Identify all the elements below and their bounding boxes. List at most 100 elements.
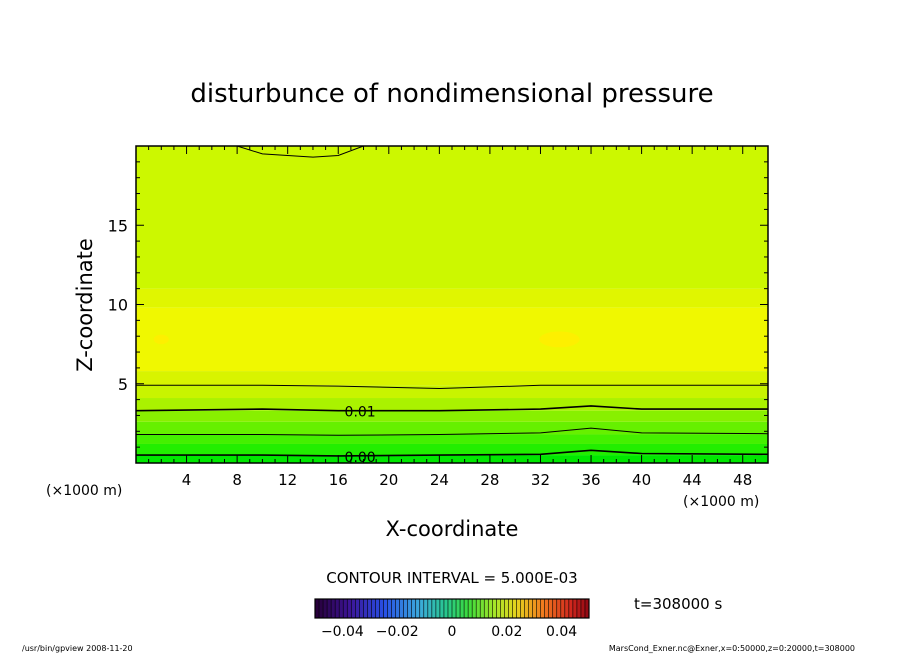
colorbar-swatch bbox=[367, 599, 372, 618]
colorbar-swatch bbox=[460, 599, 465, 618]
colorbar-swatch bbox=[564, 599, 570, 618]
colorbar-swatch bbox=[548, 599, 554, 618]
colorbar-swatch bbox=[435, 599, 441, 618]
y-axis-ticks: 5 10 15 bbox=[108, 145, 768, 464]
x-tick-label: 40 bbox=[632, 471, 651, 489]
colorbar-swatch bbox=[391, 599, 396, 618]
colorbar-swatch bbox=[540, 599, 545, 618]
y-tick-label: 5 bbox=[118, 375, 128, 394]
colorbar-swatch bbox=[496, 599, 501, 618]
band-1 bbox=[136, 443, 768, 456]
colorbar-swatch bbox=[315, 599, 320, 618]
colorbar-swatch bbox=[319, 599, 324, 618]
band-2 bbox=[136, 434, 768, 444]
footer-left: /usr/bin/gpview 2008-11-20 bbox=[22, 644, 133, 653]
colorbar-swatch bbox=[568, 599, 574, 618]
band-6 bbox=[136, 385, 768, 399]
chart-title: disturbunce of nondimensional pressure bbox=[190, 79, 713, 109]
colorbar-swatch bbox=[427, 599, 433, 618]
band-9 bbox=[136, 288, 768, 308]
y-tick-label: 10 bbox=[108, 296, 128, 315]
colorbar-swatch bbox=[415, 599, 421, 618]
contour-line-3 bbox=[136, 384, 768, 390]
colorbar-tick-label: 0.04 bbox=[546, 624, 577, 640]
colorbar-swatch bbox=[544, 599, 550, 618]
colorbar bbox=[314, 598, 590, 619]
colorbar-swatch bbox=[560, 599, 566, 618]
colorbar-swatch bbox=[580, 599, 586, 618]
colorbar-swatch bbox=[351, 599, 356, 618]
colorbar-swatch bbox=[508, 599, 513, 618]
colorbar-ticks: −0.04 −0.02 0 0.02 0.04 bbox=[321, 624, 577, 640]
band-10 bbox=[136, 146, 768, 289]
x-axis-label: X-coordinate bbox=[386, 517, 519, 541]
colorbar-swatch bbox=[411, 599, 417, 618]
x-unit-right: (×1000 m) bbox=[683, 494, 759, 510]
colorbar-swatch bbox=[456, 599, 461, 618]
colorbar-swatch bbox=[331, 599, 336, 618]
colorbar-swatch bbox=[431, 599, 437, 618]
colorbar-swatch bbox=[512, 599, 517, 618]
contour-line-2 bbox=[136, 405, 768, 412]
colorbar-swatch bbox=[407, 599, 413, 618]
x-tick-label: 20 bbox=[379, 471, 398, 489]
contour-line-0 bbox=[136, 449, 768, 457]
colorbar-swatch bbox=[480, 599, 485, 618]
colorbar-swatch bbox=[536, 599, 541, 618]
colorbar-swatch bbox=[472, 599, 477, 618]
colorbar-swatch bbox=[532, 599, 537, 618]
colorbar-swatch bbox=[403, 599, 408, 618]
colorbar-swatch bbox=[335, 599, 340, 618]
colorbar-frame bbox=[314, 598, 590, 619]
colorbar-swatch bbox=[339, 599, 344, 618]
colorbar-swatch bbox=[375, 599, 380, 618]
colorbar-swatch bbox=[492, 599, 497, 618]
colorbar-swatch bbox=[556, 599, 562, 618]
x-axis-ticks: 4 8 12 16 20 24 28 32 36 40 44 48 bbox=[135, 146, 769, 489]
colorbar-swatch bbox=[504, 599, 509, 618]
band-7 bbox=[136, 371, 768, 386]
colorbar-swatch bbox=[516, 599, 521, 618]
colorbar-tick-label: 0.02 bbox=[491, 624, 522, 640]
colorbar-swatch bbox=[528, 599, 533, 618]
colorbar-swatch bbox=[419, 599, 425, 618]
colorbar-swatch bbox=[355, 599, 360, 618]
colorbar-swatch bbox=[520, 599, 525, 618]
contour-lines bbox=[136, 146, 768, 457]
x-tick-label: 4 bbox=[182, 471, 192, 489]
colorbar-swatch bbox=[476, 599, 481, 618]
band-4 bbox=[136, 410, 768, 422]
footer-right: MarsCond_Exner.nc@Exner,x=0:50000,z=0:20… bbox=[609, 644, 855, 653]
colorbar-swatch bbox=[464, 599, 469, 618]
colorbar-swatch bbox=[423, 599, 429, 618]
time-label: t=308000 s bbox=[634, 595, 722, 613]
x-tick-label: 48 bbox=[733, 471, 752, 489]
colorbar-tick-label: 0 bbox=[448, 624, 457, 640]
colorbar-swatch bbox=[488, 599, 493, 618]
colorbar-swatch bbox=[395, 599, 400, 618]
colorbar-swatch bbox=[524, 599, 529, 618]
colorbar-swatch bbox=[399, 599, 404, 618]
x-tick-label: 16 bbox=[329, 471, 348, 489]
colorbar-swatch bbox=[484, 599, 489, 618]
x-tick-label: 24 bbox=[430, 471, 449, 489]
colorbar-swatch bbox=[371, 599, 376, 618]
x-tick-label: 8 bbox=[232, 471, 242, 489]
x-unit-left: (×1000 m) bbox=[46, 483, 122, 499]
band-8 bbox=[136, 307, 768, 372]
colorbar-swatch bbox=[500, 599, 505, 618]
colorbar-swatch bbox=[379, 599, 384, 618]
colorbar-swatch bbox=[343, 599, 348, 618]
contour-line-4 bbox=[236, 146, 364, 158]
colorbar-swatch bbox=[572, 599, 578, 618]
x-tick-label: 12 bbox=[278, 471, 297, 489]
y-axis-label: Z-coordinate bbox=[73, 238, 97, 372]
colorbar-swatch bbox=[323, 599, 328, 618]
highlight-1 bbox=[153, 334, 169, 345]
x-tick-label: 28 bbox=[480, 471, 499, 489]
contour-line-1 bbox=[136, 427, 768, 436]
colorbar-swatch bbox=[439, 599, 445, 618]
colorbar-swatch bbox=[576, 599, 582, 618]
contour-label-0: 0.01 bbox=[345, 405, 376, 421]
colorbar-swatch bbox=[468, 599, 473, 618]
